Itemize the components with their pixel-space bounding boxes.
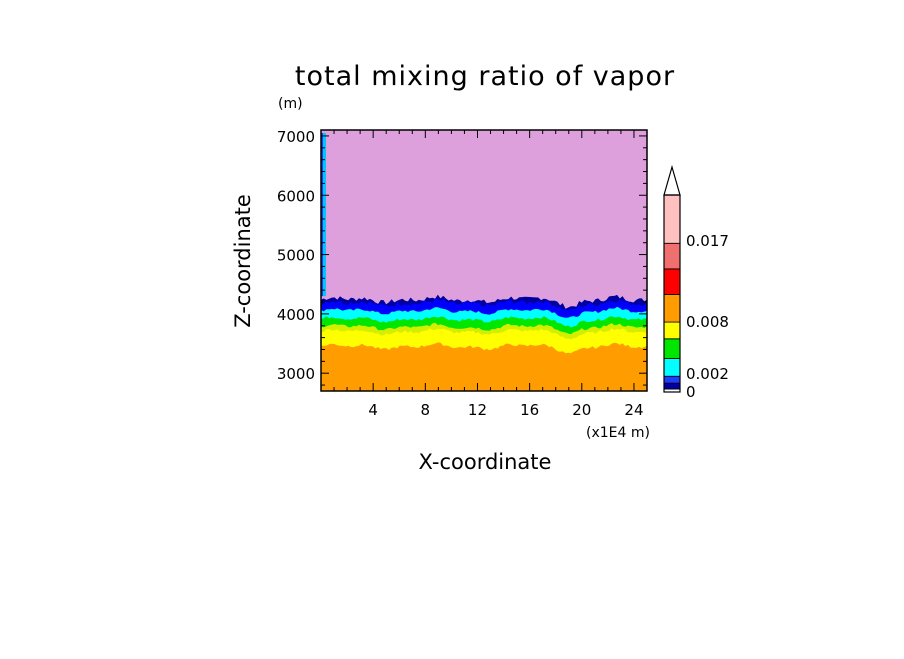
y-tick-label: 6000	[277, 187, 315, 205]
y-tick-label: 7000	[277, 128, 315, 146]
colorbar-segment	[663, 338, 681, 359]
y-axis: 3000 4000 5000 6000 7000	[277, 128, 647, 386]
chart-title: total mixing ratio of vapor	[295, 61, 675, 92]
y-tick-label: 4000	[277, 306, 315, 324]
colorbar-border	[663, 194, 681, 393]
x-tick-label: 16	[520, 401, 539, 419]
colorbar-segment	[663, 375, 681, 384]
colorbar-label: 0	[686, 383, 696, 401]
x-unit-label: (x1E4 m)	[586, 425, 650, 441]
x-tick-label: 20	[572, 401, 591, 419]
colorbar-segment	[663, 382, 681, 390]
x-tick-label: 12	[468, 401, 487, 419]
x-axis-label: X-coordinate	[419, 450, 552, 474]
y-axis-label: Z-coordinate	[231, 194, 255, 328]
colorbar-label: 0.008	[686, 313, 729, 331]
plot-frame	[320, 129, 648, 392]
x-tick-label: 4	[368, 401, 378, 419]
contour-bands	[321, 130, 647, 391]
x-tick-label: 24	[624, 401, 643, 419]
plot-border	[320, 129, 648, 392]
y-unit-label: (m)	[278, 96, 303, 112]
colorbar-segment	[663, 321, 681, 340]
x-tick-label: 8	[421, 401, 431, 419]
colorbar-label: 0.002	[686, 365, 729, 383]
colorbar-segment	[663, 194, 681, 244]
colorbar-segment	[663, 242, 681, 270]
colorbar-segment	[663, 358, 681, 377]
colorbar-segment	[663, 294, 681, 323]
y-tick-label: 3000	[277, 365, 315, 383]
colorbar-label: 0.017	[686, 232, 729, 250]
colorbar-segment	[663, 268, 681, 295]
y-tick-label: 5000	[277, 247, 315, 265]
left-edge-sliver	[321, 132, 326, 297]
band-orange	[321, 342, 647, 391]
x-axis: 4 8 12 16 20 24	[333, 130, 644, 419]
left-edge-sliver-dark	[321, 132, 323, 297]
colorbar-extend-arrow	[663, 164, 681, 196]
